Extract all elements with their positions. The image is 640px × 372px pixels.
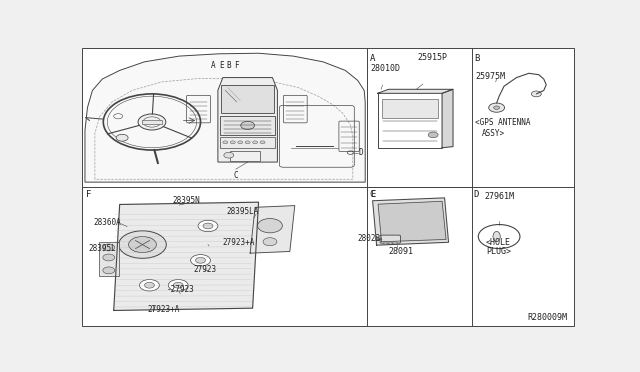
- Circle shape: [241, 121, 255, 129]
- FancyBboxPatch shape: [220, 137, 275, 148]
- Text: 25915P: 25915P: [417, 54, 447, 62]
- Ellipse shape: [493, 231, 500, 242]
- Text: F: F: [86, 190, 92, 199]
- Text: <HOLE: <HOLE: [486, 238, 511, 247]
- FancyBboxPatch shape: [221, 85, 275, 113]
- Circle shape: [531, 91, 541, 97]
- FancyBboxPatch shape: [220, 116, 275, 135]
- Circle shape: [263, 238, 277, 246]
- Circle shape: [493, 106, 500, 109]
- Text: 28091: 28091: [388, 247, 413, 256]
- Text: 27923+A: 27923+A: [223, 238, 255, 247]
- Text: -27923: -27923: [167, 285, 195, 294]
- Text: A: A: [370, 54, 375, 63]
- Circle shape: [103, 254, 115, 261]
- Text: ASSY>: ASSY>: [482, 129, 505, 138]
- Text: D: D: [359, 148, 364, 157]
- Text: 28010D: 28010D: [370, 64, 400, 73]
- Text: 28395L: 28395L: [88, 244, 116, 253]
- Text: C: C: [233, 171, 238, 180]
- Text: 28395LA: 28395LA: [227, 207, 259, 216]
- Circle shape: [196, 257, 205, 263]
- Polygon shape: [372, 198, 449, 245]
- Circle shape: [116, 134, 128, 141]
- Circle shape: [224, 153, 234, 158]
- Polygon shape: [442, 89, 453, 148]
- Circle shape: [478, 225, 520, 248]
- Circle shape: [489, 103, 504, 112]
- Text: F: F: [234, 61, 239, 70]
- Circle shape: [203, 223, 213, 229]
- Circle shape: [103, 267, 115, 274]
- Circle shape: [140, 279, 159, 291]
- Circle shape: [145, 282, 154, 288]
- Text: PLUG>: PLUG>: [486, 247, 512, 256]
- Text: <GPS ANTENNA: <GPS ANTENNA: [476, 118, 531, 127]
- Text: 28023: 28023: [358, 234, 381, 243]
- Circle shape: [168, 279, 188, 291]
- Circle shape: [129, 237, 156, 253]
- Bar: [383, 242, 387, 244]
- Text: 27961M: 27961M: [484, 192, 515, 201]
- Circle shape: [173, 282, 183, 288]
- Polygon shape: [114, 202, 259, 311]
- FancyBboxPatch shape: [230, 151, 260, 161]
- Polygon shape: [250, 206, 295, 253]
- Text: 25975M: 25975M: [476, 72, 506, 81]
- Circle shape: [260, 141, 265, 144]
- Text: 27923+A: 27923+A: [147, 305, 179, 314]
- Circle shape: [245, 141, 250, 144]
- Text: 27923: 27923: [193, 264, 216, 273]
- Text: D: D: [474, 190, 479, 199]
- Bar: [394, 242, 397, 244]
- Text: 28360A: 28360A: [94, 218, 122, 227]
- Text: E: E: [370, 190, 375, 199]
- Polygon shape: [378, 89, 453, 93]
- Text: 28395N: 28395N: [173, 196, 200, 205]
- Circle shape: [428, 132, 438, 138]
- Circle shape: [118, 231, 166, 258]
- Circle shape: [253, 141, 257, 144]
- Text: E: E: [219, 61, 223, 70]
- Circle shape: [257, 218, 282, 233]
- Circle shape: [223, 141, 228, 144]
- Circle shape: [237, 141, 243, 144]
- Bar: [388, 242, 392, 244]
- PathPatch shape: [85, 53, 365, 182]
- Bar: [381, 99, 438, 118]
- Text: B: B: [227, 61, 231, 70]
- Text: C: C: [370, 190, 375, 199]
- Polygon shape: [378, 201, 446, 242]
- Circle shape: [138, 114, 166, 130]
- Bar: [142, 120, 162, 124]
- Circle shape: [191, 254, 211, 266]
- Circle shape: [103, 244, 115, 251]
- FancyBboxPatch shape: [99, 242, 118, 276]
- PathPatch shape: [218, 78, 277, 162]
- Text: A: A: [211, 61, 215, 70]
- Bar: [378, 93, 442, 148]
- FancyBboxPatch shape: [380, 235, 401, 243]
- Text: R280009M: R280009M: [527, 314, 567, 323]
- Circle shape: [198, 220, 218, 232]
- Circle shape: [230, 141, 236, 144]
- Text: B: B: [474, 54, 479, 63]
